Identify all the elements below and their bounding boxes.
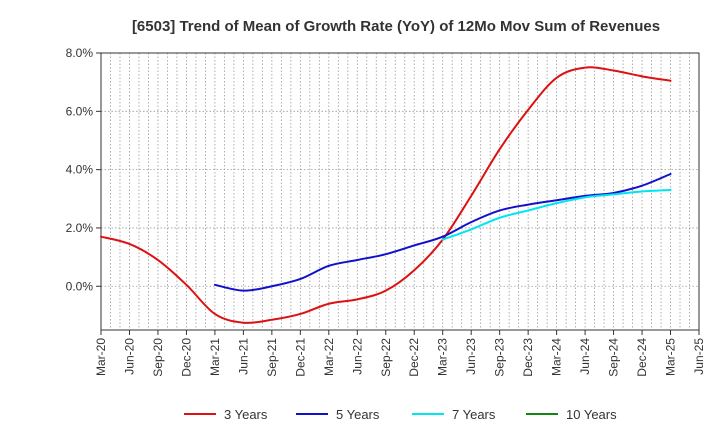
x-tick-label: Sep-21 — [265, 338, 279, 377]
x-tick-label: Mar-20 — [94, 338, 108, 376]
x-tick-label: Sep-22 — [379, 338, 393, 377]
x-tick-label: Sep-23 — [493, 338, 507, 377]
x-tick-label: Mar-21 — [208, 338, 222, 376]
legend-label-10-years: 10 Years — [566, 407, 617, 422]
y-tick-label: 4.0% — [66, 163, 94, 177]
x-tick-label: Jun-21 — [236, 338, 250, 375]
y-tick-label: 6.0% — [66, 104, 94, 118]
y-tick-label: 2.0% — [66, 221, 94, 235]
plot-area — [101, 53, 699, 330]
x-tick-label: Jun-23 — [464, 338, 478, 375]
x-tick-label: Mar-22 — [322, 338, 336, 376]
legend-label-7-years: 7 Years — [452, 407, 496, 422]
x-tick-label: Sep-24 — [607, 338, 621, 377]
x-tick-label: Dec-24 — [635, 338, 649, 377]
x-tick-label: Jun-22 — [350, 338, 364, 375]
x-tick-label: Dec-20 — [179, 338, 193, 377]
x-tick-label: Jun-24 — [578, 338, 592, 375]
x-tick-label: Dec-22 — [407, 338, 421, 377]
legend-label-3-years: 3 Years — [224, 407, 268, 422]
axes: 0.0% 2.0% 4.0% 6.0% 8.0% Mar-20 Jun-20 Sep-20 De… — [66, 46, 706, 377]
y-tick-label: 0.0% — [66, 279, 94, 293]
series-line-3-years — [100, 66, 672, 324]
chart-title: [6503] Trend of Mean of Growth Rate (YoY… — [132, 18, 660, 35]
x-tick-label: Mar-25 — [664, 338, 678, 376]
x-tick-label: Dec-21 — [293, 338, 307, 377]
legend-label-5-years: 5 Years — [336, 407, 380, 422]
grid — [101, 52, 699, 330]
legend: 3 Years 5 Years 7 Years 10 Years — [184, 407, 617, 422]
series-line-7-years — [441, 189, 672, 241]
y-tick-label: 8.0% — [66, 46, 94, 60]
x-tick-label: Dec-23 — [521, 338, 535, 377]
x-tick-label: Jun-25 — [692, 338, 706, 375]
plot-frame — [100, 52, 700, 331]
x-tick-label: Jun-20 — [122, 338, 136, 375]
x-tick-label: Mar-23 — [436, 338, 450, 376]
series-line-5-years — [213, 173, 672, 292]
x-tick-label: Sep-20 — [151, 338, 165, 377]
series-lines — [100, 66, 672, 324]
x-tick-label: Mar-24 — [550, 338, 564, 376]
